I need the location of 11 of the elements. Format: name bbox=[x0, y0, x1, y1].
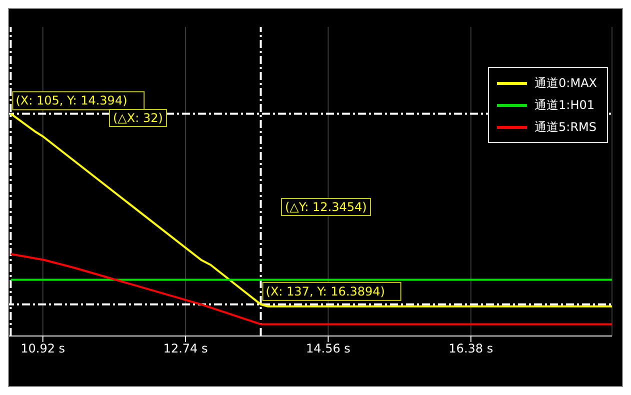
annotation: (X: 137, Y: 16.3894) bbox=[266, 284, 385, 298]
legend-label: 通道1:H01 bbox=[534, 96, 596, 114]
legend-label: 通道0:MAX bbox=[534, 74, 597, 92]
legend-label: 通道5:RMS bbox=[534, 118, 597, 136]
annotation: (△Y: 12.3454) bbox=[281, 198, 371, 216]
x-tick-label: 12.74 s bbox=[163, 342, 208, 356]
annotation: (X: 105, Y: 14.394) bbox=[16, 94, 128, 108]
annotation: (△X: 32) bbox=[109, 109, 167, 127]
x-tick-label: 16.38 s bbox=[448, 342, 494, 356]
x-tick-label: 14.56 s bbox=[306, 342, 350, 356]
x-tick-label: 10.92 s bbox=[20, 342, 66, 356]
